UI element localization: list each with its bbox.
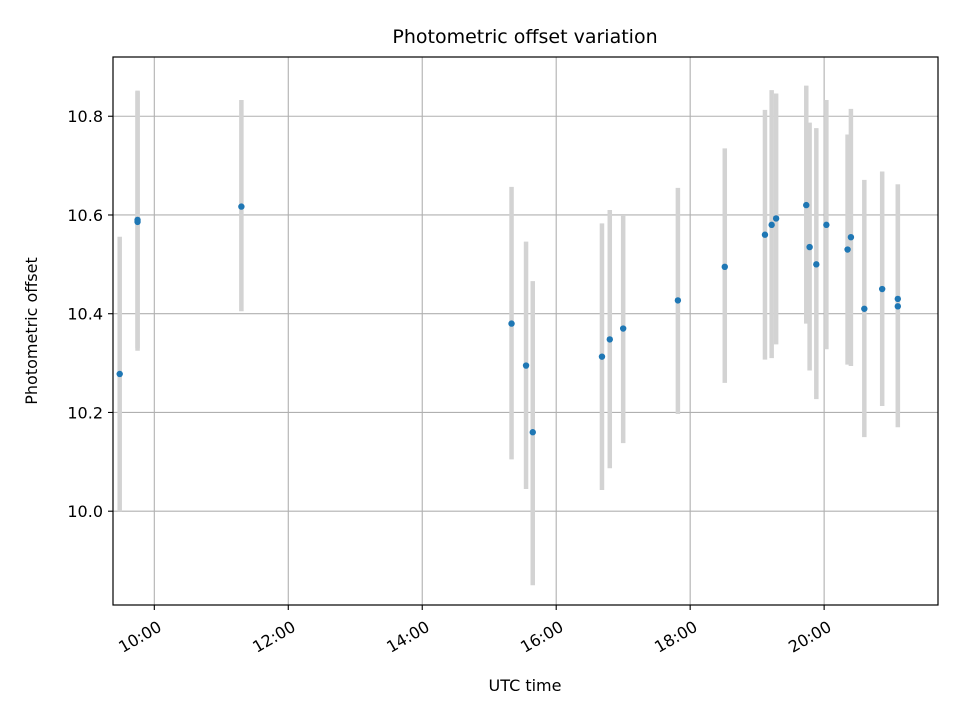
- y-axis: 10.0 10.2 10.4 10.6 10.8: [67, 107, 113, 521]
- data-point: [878, 285, 886, 293]
- data-point: [134, 216, 141, 224]
- data-point: [674, 297, 682, 304]
- data-point: [721, 263, 728, 271]
- data-point: [772, 215, 780, 222]
- data-point: [803, 201, 810, 209]
- data-point: [894, 303, 902, 310]
- data-point: [619, 325, 627, 332]
- data-point: [806, 243, 813, 251]
- data-point: [529, 429, 536, 436]
- data-point: [768, 221, 775, 229]
- x-axis-label: UTC time: [489, 676, 562, 695]
- y-tick-label: 10.6: [67, 206, 103, 225]
- y-tick-label: 10.0: [67, 502, 103, 521]
- data-point: [508, 320, 515, 327]
- y-tick-label: 10.4: [67, 305, 103, 324]
- y-tick-label: 10.2: [67, 403, 103, 422]
- data-point: [606, 336, 613, 343]
- data-point: [522, 362, 530, 369]
- chart-title: Photometric offset variation: [392, 26, 657, 48]
- data-point: [813, 261, 820, 268]
- data-point: [116, 370, 123, 378]
- y-axis-label: Photometric offset: [22, 257, 41, 405]
- data-point: [761, 231, 769, 238]
- data-point: [238, 203, 245, 210]
- data-point: [861, 305, 868, 312]
- data-points: [116, 201, 902, 436]
- plot-frame: [112, 56, 939, 606]
- data-point: [598, 353, 606, 360]
- data-point: [844, 246, 851, 253]
- grid: [113, 57, 938, 605]
- data-point: [847, 233, 855, 241]
- y-tick-label: 10.8: [67, 107, 103, 126]
- data-point: [823, 221, 830, 229]
- data-point: [894, 295, 902, 303]
